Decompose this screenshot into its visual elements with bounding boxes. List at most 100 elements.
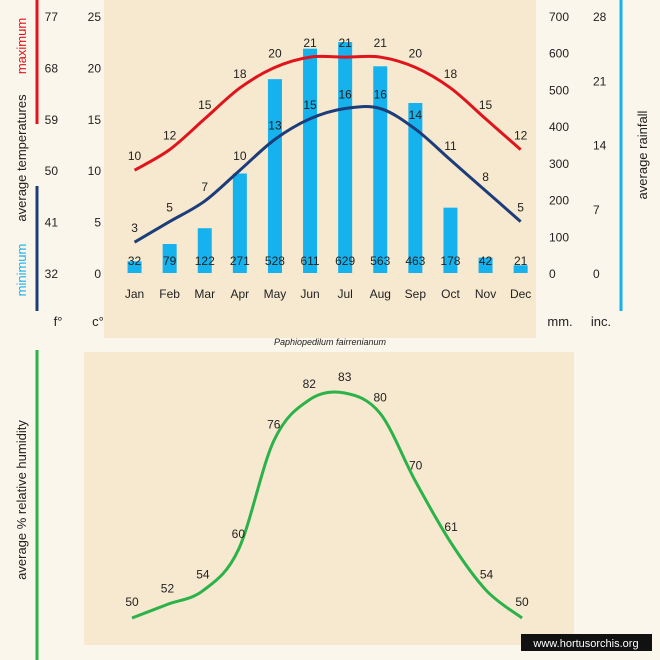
minimum-data-label: 16 <box>374 88 388 102</box>
month-label: Sep <box>405 287 427 301</box>
humidity-data-label: 61 <box>444 520 458 534</box>
humidity-data-label: 60 <box>232 527 246 541</box>
month-label: Jul <box>337 287 352 301</box>
minimum-data-label: 8 <box>482 170 489 184</box>
maximum-data-label: 21 <box>303 36 317 50</box>
humidity-data-label: 50 <box>125 595 139 609</box>
rainfall-data-label: 629 <box>335 254 355 268</box>
tick-label-inches: 7 <box>593 203 600 217</box>
tick-label-mm: 400 <box>549 120 569 134</box>
tick-label-fahrenheit: 41 <box>45 216 59 230</box>
maximum-data-label: 21 <box>374 36 388 50</box>
rainfall-data-label: 79 <box>163 254 177 268</box>
rainfall-bar <box>267 79 282 273</box>
rainfall-bar <box>338 42 353 274</box>
unit-celsius-label: c° <box>92 314 104 329</box>
rainfall-data-label: 271 <box>230 254 250 268</box>
minimum-temperature-line <box>133 105 522 244</box>
rainfall-bar <box>127 261 142 273</box>
tick-label-celsius: 25 <box>88 10 102 24</box>
month-label: Dec <box>510 287 531 301</box>
maximum-temperature-line <box>133 54 522 172</box>
tick-label-mm: 0 <box>549 267 556 281</box>
humidity-data-label: 76 <box>267 418 281 432</box>
minimum-data-label: 7 <box>201 180 208 194</box>
month-label: May <box>264 287 287 301</box>
humidity-data-label: 54 <box>196 568 210 582</box>
rainfall-bar <box>162 243 177 273</box>
right-axis-rainfall-label: average rainfall <box>635 110 650 199</box>
tick-label-celsius: 5 <box>94 216 101 230</box>
tick-label-mm: 500 <box>549 83 569 97</box>
tick-label-inches: 28 <box>593 10 607 24</box>
minimum-data-label: 5 <box>166 201 173 215</box>
rainfall-data-label: 32 <box>128 254 142 268</box>
tick-label-mm: 600 <box>549 47 569 61</box>
tick-label-inches: 21 <box>593 74 607 88</box>
tick-label-celsius: 10 <box>88 164 102 178</box>
left-axis-average-temperatures-label: average temperatures <box>14 94 29 222</box>
tick-label-fahrenheit: 68 <box>45 61 59 75</box>
tick-label-mm: 700 <box>549 10 569 24</box>
maximum-data-label: 21 <box>338 36 352 50</box>
website-label: www.hortusorchis.org <box>532 638 638 650</box>
unit-fahrenheit-label: f° <box>54 314 63 329</box>
humidity-data-label: 50 <box>515 595 529 609</box>
minimum-data-label: 16 <box>338 88 352 102</box>
rainfall-data-label: 611 <box>300 254 319 268</box>
month-label: Jun <box>300 287 319 301</box>
maximum-data-label: 20 <box>268 46 282 60</box>
humidity-axis-label: average % relative humidity <box>14 420 29 580</box>
rainfall-data-label: 528 <box>265 254 285 268</box>
maximum-data-label: 18 <box>233 67 247 81</box>
maximum-data-label: 18 <box>444 67 458 81</box>
humidity-data-label: 80 <box>374 390 388 404</box>
minimum-data-label: 15 <box>303 98 317 112</box>
maximum-data-label: 15 <box>198 98 212 112</box>
rainfall-bar <box>443 207 458 273</box>
left-axis-minimum-label: minimum <box>14 244 29 297</box>
rainfall-data-label: 42 <box>479 254 493 268</box>
website-badge <box>521 634 652 651</box>
maximum-data-label: 15 <box>479 98 493 112</box>
humidity-data-label: 82 <box>303 377 317 391</box>
rainfall-bar <box>232 173 247 273</box>
tick-label-inches: 14 <box>593 139 607 153</box>
month-label: Aug <box>370 287 391 301</box>
tick-label-mm: 100 <box>549 230 569 244</box>
rainfall-bar <box>373 66 388 273</box>
month-label: Oct <box>441 287 460 301</box>
humidity-data-label: 70 <box>409 459 423 473</box>
unit-inches-label: inc. <box>591 314 611 329</box>
tick-label-fahrenheit: 59 <box>45 113 59 127</box>
maximum-data-label: 20 <box>409 46 423 60</box>
rainfall-data-label: 463 <box>405 254 425 268</box>
unit-mm-label: mm. <box>547 314 572 329</box>
rainfall-data-label: 563 <box>370 254 390 268</box>
rainfall-bar <box>408 103 423 274</box>
rainfall-bar <box>303 48 318 273</box>
rainfall-data-label: 178 <box>440 254 460 268</box>
tick-label-celsius: 0 <box>94 267 101 281</box>
minimum-data-label: 10 <box>233 149 247 163</box>
minimum-data-label: 14 <box>409 108 423 122</box>
rainfall-bar <box>513 265 528 273</box>
tick-label-inches: 0 <box>593 267 600 281</box>
tick-label-celsius: 20 <box>88 61 102 75</box>
rainfall-data-label: 122 <box>195 254 215 268</box>
month-label: Feb <box>159 287 180 301</box>
minimum-data-label: 3 <box>131 221 138 235</box>
month-label: Nov <box>475 287 496 301</box>
month-label: Mar <box>194 287 215 301</box>
species-subtitle: Paphiopedilum fairrenianum <box>274 337 387 347</box>
maximum-data-label: 10 <box>128 149 142 163</box>
rainfall-data-label: 21 <box>514 254 528 268</box>
maximum-data-label: 12 <box>514 129 528 143</box>
tick-label-fahrenheit: 50 <box>45 164 59 178</box>
humidity-data-label: 52 <box>161 581 175 595</box>
humidity-data-label: 54 <box>480 568 494 582</box>
rainfall-bar <box>197 228 212 273</box>
left-axis-maximum-label: maximum <box>14 18 29 74</box>
rainfall-bar <box>478 257 493 273</box>
